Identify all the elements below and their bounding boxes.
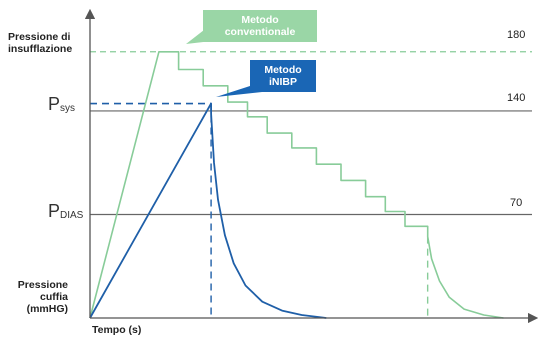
psys-axis-label: Psys	[48, 94, 75, 114]
legend-conventional-box	[203, 10, 317, 42]
pdias-axis-label: PDIAS	[48, 201, 84, 221]
legend-inibp: Metodo iNIBP	[216, 60, 316, 97]
legend-conventional-line-2: conventionale	[225, 26, 296, 38]
ref-value-180: 180	[507, 29, 525, 41]
y-axis-top-label-line-2: insufflazione	[8, 43, 72, 55]
series-line-inibp	[89, 102, 327, 319]
legend-inibp-pointer	[216, 84, 262, 97]
ref-value-140: 140	[507, 92, 525, 104]
y-axis-bottom-label-line-2: cuffia	[40, 291, 68, 303]
legend-conventional-pointer	[186, 30, 212, 44]
ref-value-70: 70	[510, 197, 522, 209]
x-axis-label: Tempo (s)	[92, 324, 141, 336]
legend-inibp-box	[250, 60, 316, 92]
y-axis-top-label-line-1: Pressione di	[8, 31, 71, 43]
series-lines	[89, 50, 504, 319]
y-axis-bottom-label-line-3: (mmHG)	[27, 303, 68, 315]
legend-inibp-line-1: Metodo	[264, 64, 301, 76]
drop-lines	[90, 102, 429, 318]
legend-conventional: Metodo conventionale	[186, 10, 317, 44]
legend-inibp-line-2: iNIBP	[269, 76, 297, 88]
series-line-conventional	[89, 50, 504, 319]
legend-conventional-line-1: Metodo	[241, 14, 278, 26]
y-axis-bottom-label-line-1: Pressione	[18, 279, 68, 291]
